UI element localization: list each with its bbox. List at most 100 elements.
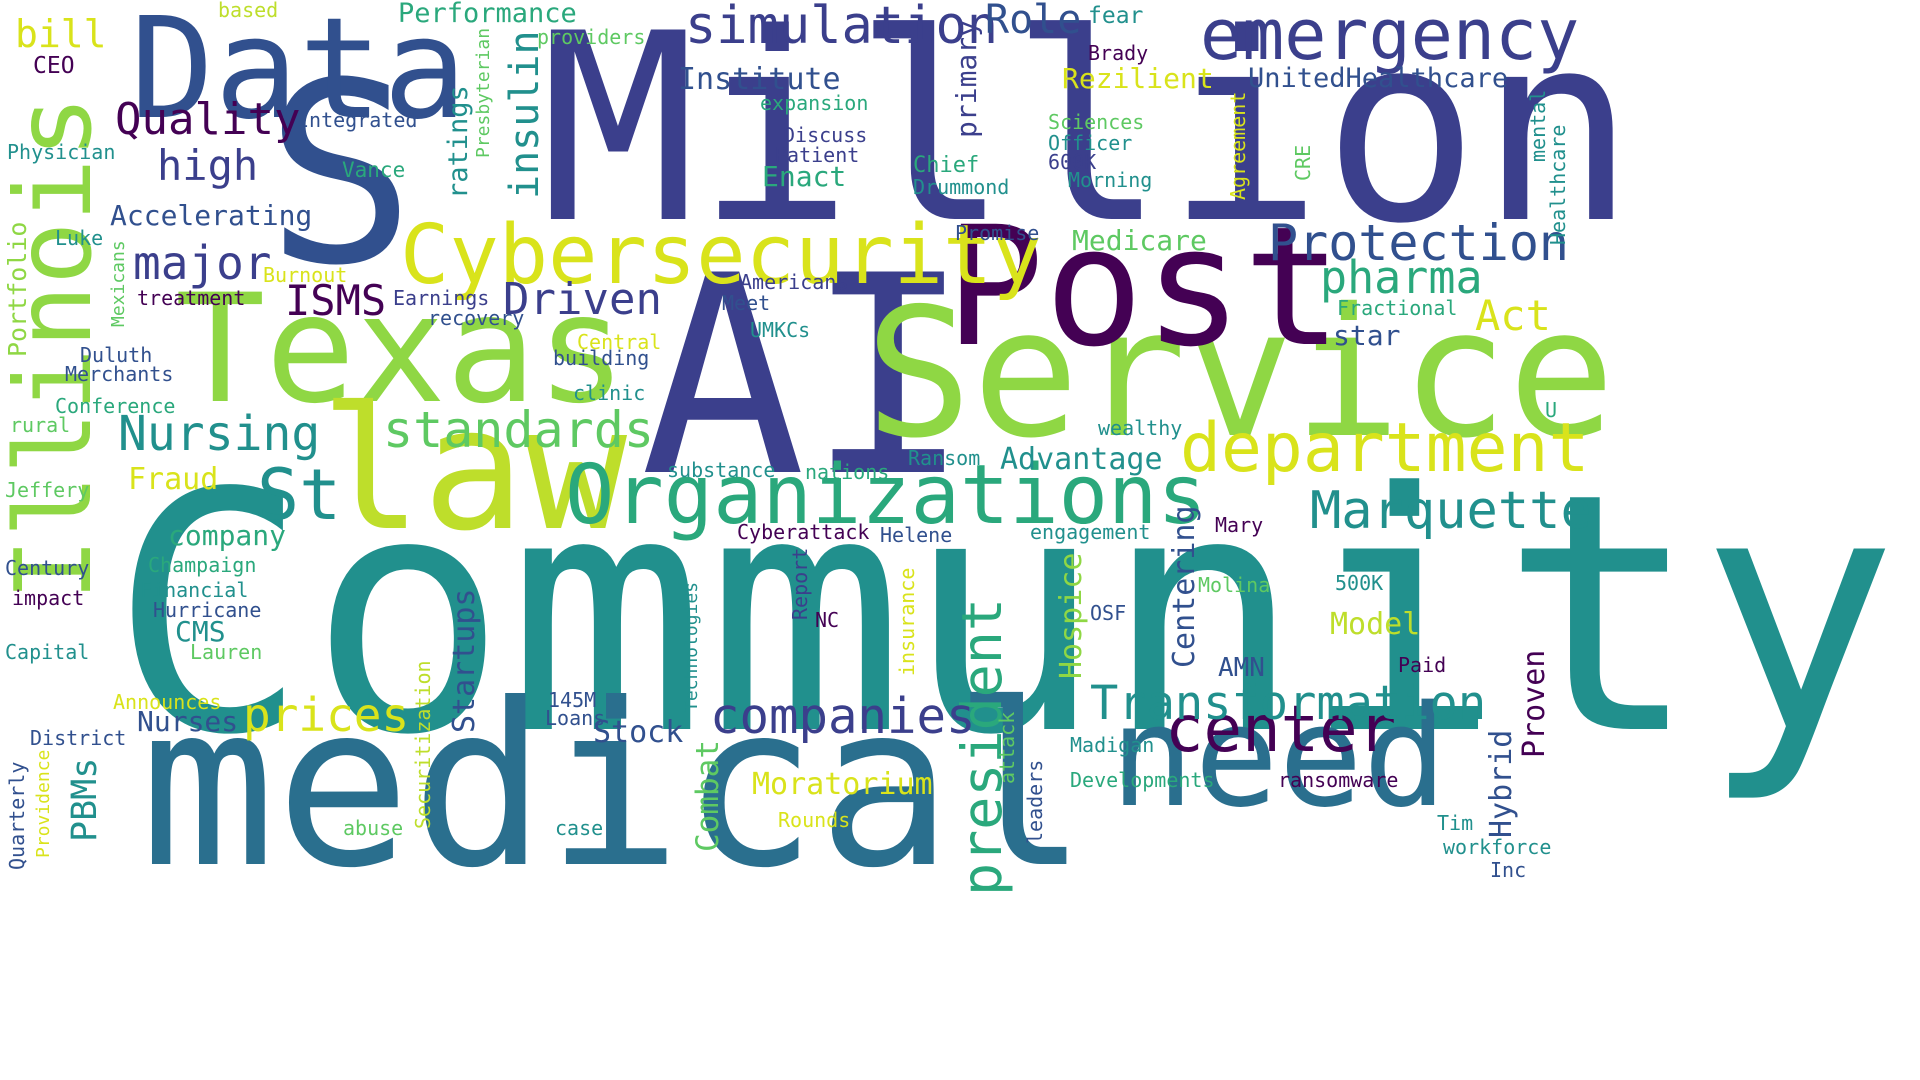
word-hybrid: Hybrid xyxy=(1484,730,1519,839)
word-marquette: Marquette xyxy=(1310,481,1592,541)
word-ai: AI xyxy=(640,217,972,537)
word-accelerating: Accelerating xyxy=(110,199,313,232)
word-conference: Conference xyxy=(55,394,176,418)
word-cre: CRE xyxy=(1291,145,1315,182)
word-impact: impact xyxy=(12,586,85,610)
word-rounds: Rounds xyxy=(778,808,851,832)
word-isms: ISMS xyxy=(285,276,387,325)
word-center: center xyxy=(1165,693,1397,767)
word-providence: Providence xyxy=(33,750,54,859)
word-prices: prices xyxy=(243,688,410,742)
word-americans: Americans xyxy=(740,270,849,294)
word-ransomware: ransomware xyxy=(1278,768,1399,792)
word-performance: Performance xyxy=(398,0,577,29)
word-role: Role xyxy=(985,0,1082,43)
word-cms: CMS xyxy=(175,615,226,648)
word-developments: Developments xyxy=(1070,768,1215,792)
word-nurses: Nurses xyxy=(137,705,239,738)
word-companies: companies xyxy=(710,688,976,745)
word-st: St xyxy=(257,454,342,536)
word-nations: nations xyxy=(805,460,890,484)
word-community: Community xyxy=(110,423,1899,807)
word-enact: Enact xyxy=(762,160,847,193)
word-integrated: Integrated xyxy=(297,108,418,132)
word-discuss: Discuss xyxy=(783,123,868,147)
word-law: law xyxy=(320,371,628,569)
word-model: Model xyxy=(1330,607,1421,642)
word-mary: Mary xyxy=(1215,513,1264,537)
word-molina: Molina xyxy=(1198,573,1271,597)
word-morning: Morning xyxy=(1068,168,1153,192)
word-technologies: Technologies xyxy=(681,582,702,713)
word-institute: Institute xyxy=(678,62,841,97)
word-fractional: Fractional xyxy=(1337,296,1458,320)
word-abuse: abuse xyxy=(343,816,404,840)
word-lauren: Lauren xyxy=(190,640,263,664)
word-transformation: Transformation xyxy=(1090,676,1487,731)
word-report: Report xyxy=(788,548,812,621)
word-financial: Financial xyxy=(140,578,249,602)
word-protection: Protection xyxy=(1268,214,1570,272)
word-expansion: expansion xyxy=(760,91,869,115)
word-startups: Startups xyxy=(447,588,482,733)
word-post: Post xyxy=(945,191,1343,383)
word-clinic: clinic xyxy=(573,381,646,405)
word-500k: 500K xyxy=(1335,571,1384,595)
word-securitization: Securitization xyxy=(411,660,435,829)
word-act: Act xyxy=(1475,291,1551,340)
word-combat: Combat xyxy=(690,740,726,852)
word-quarterly: Quarterly xyxy=(5,762,29,871)
word-inc: Inc xyxy=(1490,858,1527,882)
word-engagement: engagement xyxy=(1030,520,1151,544)
word-mental: mental xyxy=(1526,90,1550,163)
word-star: star xyxy=(1333,319,1401,352)
word-unitedhealthcare: UnitedHealthcare xyxy=(1248,63,1509,94)
word-wealthy: wealthy xyxy=(1098,416,1183,440)
word-providers: providers xyxy=(537,25,646,49)
word-attack: attack xyxy=(995,712,1019,785)
word-sciences: Sciences xyxy=(1048,110,1145,134)
word-drummond: Drummond xyxy=(913,175,1010,199)
word-moratorium: Moratorium xyxy=(752,767,933,802)
word-proven: Proven xyxy=(1517,650,1552,759)
word-medicare: Medicare xyxy=(1072,224,1207,257)
word-mexicans: Mexicans xyxy=(108,240,129,327)
word-osf: OSF xyxy=(1090,601,1127,625)
word-merchants: Merchants xyxy=(65,362,174,386)
word-rural: rural xyxy=(10,413,71,437)
word-data: Data xyxy=(130,0,468,151)
word-helene: Helene xyxy=(880,523,953,547)
word-s: S xyxy=(265,29,416,320)
word-fraud: Fraud xyxy=(128,462,219,497)
word-ceo: CEO xyxy=(33,53,75,79)
word-600k: 600K xyxy=(1048,150,1097,174)
word-medical: medical xyxy=(140,656,1089,918)
word-healthcare: Healthcare xyxy=(1546,125,1570,246)
word-nc: NC xyxy=(815,608,840,632)
word-rezilient: Rezilient xyxy=(1062,62,1214,95)
word-vance: Vance xyxy=(342,158,406,182)
word-luke: Luke xyxy=(55,226,104,250)
word-cybersecurity: Cybersecurity xyxy=(400,208,1042,303)
word-insurance: insurance xyxy=(895,568,919,677)
word-hurricane: Hurricane xyxy=(153,598,262,622)
word-bill: bill xyxy=(15,12,107,56)
word-insulin: insulin xyxy=(502,30,548,199)
word-driven: Driven xyxy=(503,274,662,325)
word-fear: fear xyxy=(1088,3,1144,29)
word-promise: Promise xyxy=(955,221,1040,245)
word-high: high xyxy=(157,141,259,190)
word-agreement: Agreement xyxy=(1226,92,1250,201)
word-emergency: emergency xyxy=(1200,0,1580,76)
word-hospice: Hospice xyxy=(1054,553,1089,680)
word-service: Service xyxy=(865,270,1616,477)
word-u: U xyxy=(1545,398,1558,422)
word-primary: primary xyxy=(950,20,983,139)
word-workforce: workforce xyxy=(1443,835,1552,859)
word-treatment: treatment xyxy=(137,286,246,310)
word-brady: Brady xyxy=(1088,41,1149,65)
word-case: case xyxy=(555,816,604,840)
word-major: major xyxy=(133,236,272,290)
word-simulation: simulation xyxy=(685,0,999,56)
